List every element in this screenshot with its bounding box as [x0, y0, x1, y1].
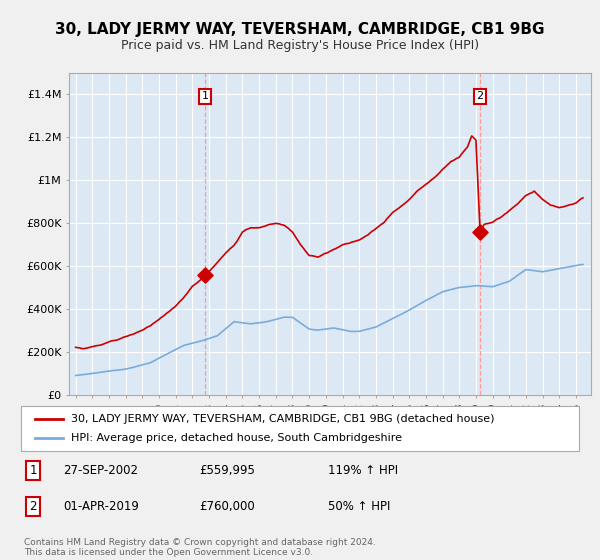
- Point: [200, 270, 210, 279]
- Text: Contains HM Land Registry data © Crown copyright and database right 2024.
This d: Contains HM Land Registry data © Crown c…: [24, 538, 376, 557]
- Text: 01-APR-2019: 01-APR-2019: [63, 500, 139, 513]
- Text: 1: 1: [29, 464, 37, 477]
- Text: 27-SEP-2002: 27-SEP-2002: [63, 464, 138, 477]
- Text: £760,000: £760,000: [200, 500, 256, 513]
- Text: 30, LADY JERMY WAY, TEVERSHAM, CAMBRIDGE, CB1 9BG: 30, LADY JERMY WAY, TEVERSHAM, CAMBRIDGE…: [55, 22, 545, 38]
- Text: 50% ↑ HPI: 50% ↑ HPI: [328, 500, 390, 513]
- Text: 2: 2: [476, 91, 484, 101]
- Text: 119% ↑ HPI: 119% ↑ HPI: [328, 464, 398, 477]
- Text: HPI: Average price, detached house, South Cambridgeshire: HPI: Average price, detached house, Sout…: [71, 433, 402, 444]
- Text: Price paid vs. HM Land Registry's House Price Index (HPI): Price paid vs. HM Land Registry's House …: [121, 39, 479, 52]
- Point: [475, 227, 485, 236]
- Text: £559,995: £559,995: [200, 464, 256, 477]
- Text: 2: 2: [29, 500, 37, 513]
- Text: 1: 1: [202, 91, 208, 101]
- Text: 30, LADY JERMY WAY, TEVERSHAM, CAMBRIDGE, CB1 9BG (detached house): 30, LADY JERMY WAY, TEVERSHAM, CAMBRIDGE…: [71, 413, 495, 423]
